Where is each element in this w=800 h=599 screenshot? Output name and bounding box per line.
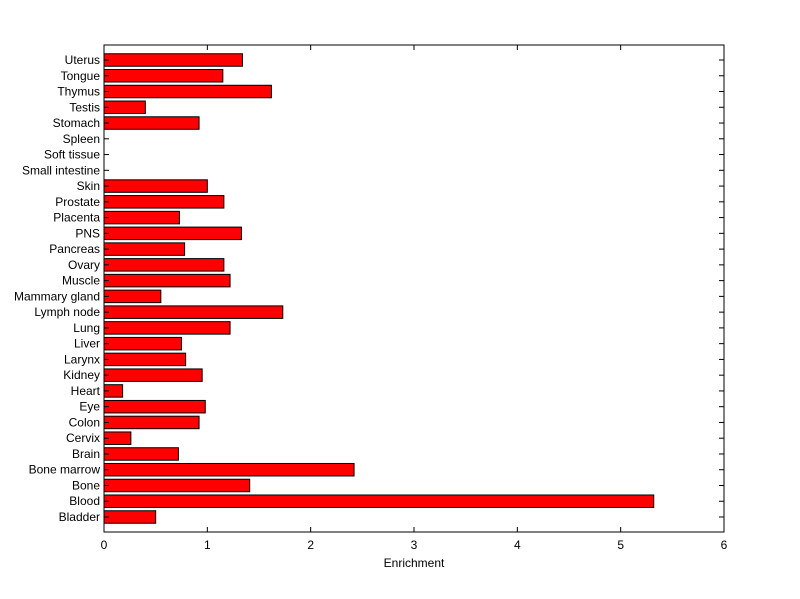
- y-tick-label-pancreas: Pancreas: [49, 242, 100, 256]
- bar-pns: [103, 226, 242, 241]
- y-tick-label-small-intestine: Small intestine: [22, 163, 100, 177]
- y-tick-label-spleen: Spleen: [63, 132, 100, 146]
- x-tick-label-5: 5: [617, 538, 624, 552]
- bar-bladder: [103, 510, 157, 524]
- y-tick-label-prostate: Prostate: [55, 195, 100, 209]
- bar-tongue: [103, 69, 224, 83]
- bar-kidney: [103, 368, 203, 382]
- y-tick-label-lymph-node: Lymph node: [34, 305, 100, 319]
- y-tick-label-muscle: Muscle: [62, 274, 100, 288]
- bar-brain: [103, 447, 179, 461]
- y-tick-label-heart: Heart: [71, 384, 101, 398]
- bar-lung: [103, 321, 231, 335]
- y-tick-label-mammary-gland: Mammary gland: [14, 289, 100, 303]
- y-tick-label-cervix: Cervix: [66, 431, 100, 445]
- bar-mammary-gland: [103, 289, 162, 304]
- bar-colon: [103, 415, 200, 430]
- bar-bone: [103, 478, 251, 493]
- y-tick-label-ovary: Ovary: [68, 258, 100, 272]
- y-tick-label-bone: Bone: [72, 478, 100, 492]
- bar-pancreas: [103, 242, 186, 256]
- bar-muscle: [103, 273, 231, 288]
- y-tick-label-soft-tissue: Soft tissue: [44, 148, 100, 162]
- bar-uterus: [103, 53, 243, 67]
- x-tick-label-0: 0: [101, 538, 108, 552]
- y-tick-label-eye: Eye: [79, 400, 100, 414]
- x-ticks-group: 0 1 2 3 4 5 6: [101, 45, 728, 552]
- x-tick-label-3: 3: [411, 538, 418, 552]
- y-tick-label-uterus: Uterus: [65, 53, 100, 67]
- y-tick-label-liver: Liver: [74, 337, 100, 351]
- bar-ovary: [103, 258, 225, 272]
- bar-bone-marrow: [103, 462, 355, 477]
- y-tick-label-colon: Colon: [69, 415, 100, 429]
- y-tick-label-pns: PNS: [75, 226, 100, 240]
- bar-testis: [103, 100, 146, 115]
- x-tick-label-6: 6: [721, 538, 728, 552]
- bar-placenta: [103, 210, 180, 225]
- y-tick-label-lung: Lung: [73, 321, 100, 335]
- bar-thymus: [103, 84, 272, 99]
- y-tick-label-tongue: Tongue: [61, 69, 101, 83]
- x-tick-label-1: 1: [204, 538, 211, 552]
- bar-eye: [103, 399, 206, 414]
- y-tick-label-skin: Skin: [77, 179, 100, 193]
- y-tick-label-brain: Brain: [72, 447, 100, 461]
- y-tick-label-bladder: Bladder: [59, 510, 100, 524]
- y-tick-label-larynx: Larynx: [64, 352, 100, 366]
- plot-area: [104, 45, 724, 532]
- bar-blood: [103, 494, 655, 508]
- bar-stomach: [103, 116, 200, 130]
- bar-prostate: [103, 195, 225, 209]
- bar-lymph-node: [103, 305, 284, 319]
- bar-larynx: [103, 352, 187, 367]
- y-tick-label-stomach: Stomach: [53, 116, 100, 130]
- y-tick-label-bone-marrow: Bone marrow: [29, 463, 101, 477]
- x-tick-label-2: 2: [307, 538, 314, 552]
- y-tick-label-kidney: Kidney: [63, 368, 100, 382]
- y-tick-label-testis: Testis: [69, 100, 100, 114]
- y-tick-label-placenta: Placenta: [53, 211, 100, 225]
- bar-liver: [103, 336, 182, 351]
- bar-skin: [103, 179, 208, 193]
- x-tick-label-4: 4: [514, 538, 521, 552]
- y-tick-label-blood: Blood: [69, 494, 100, 508]
- axes-frame: [103, 44, 725, 533]
- y-tick-label-thymus: Thymus: [57, 85, 100, 99]
- x-axis-label: Enrichment: [384, 556, 445, 570]
